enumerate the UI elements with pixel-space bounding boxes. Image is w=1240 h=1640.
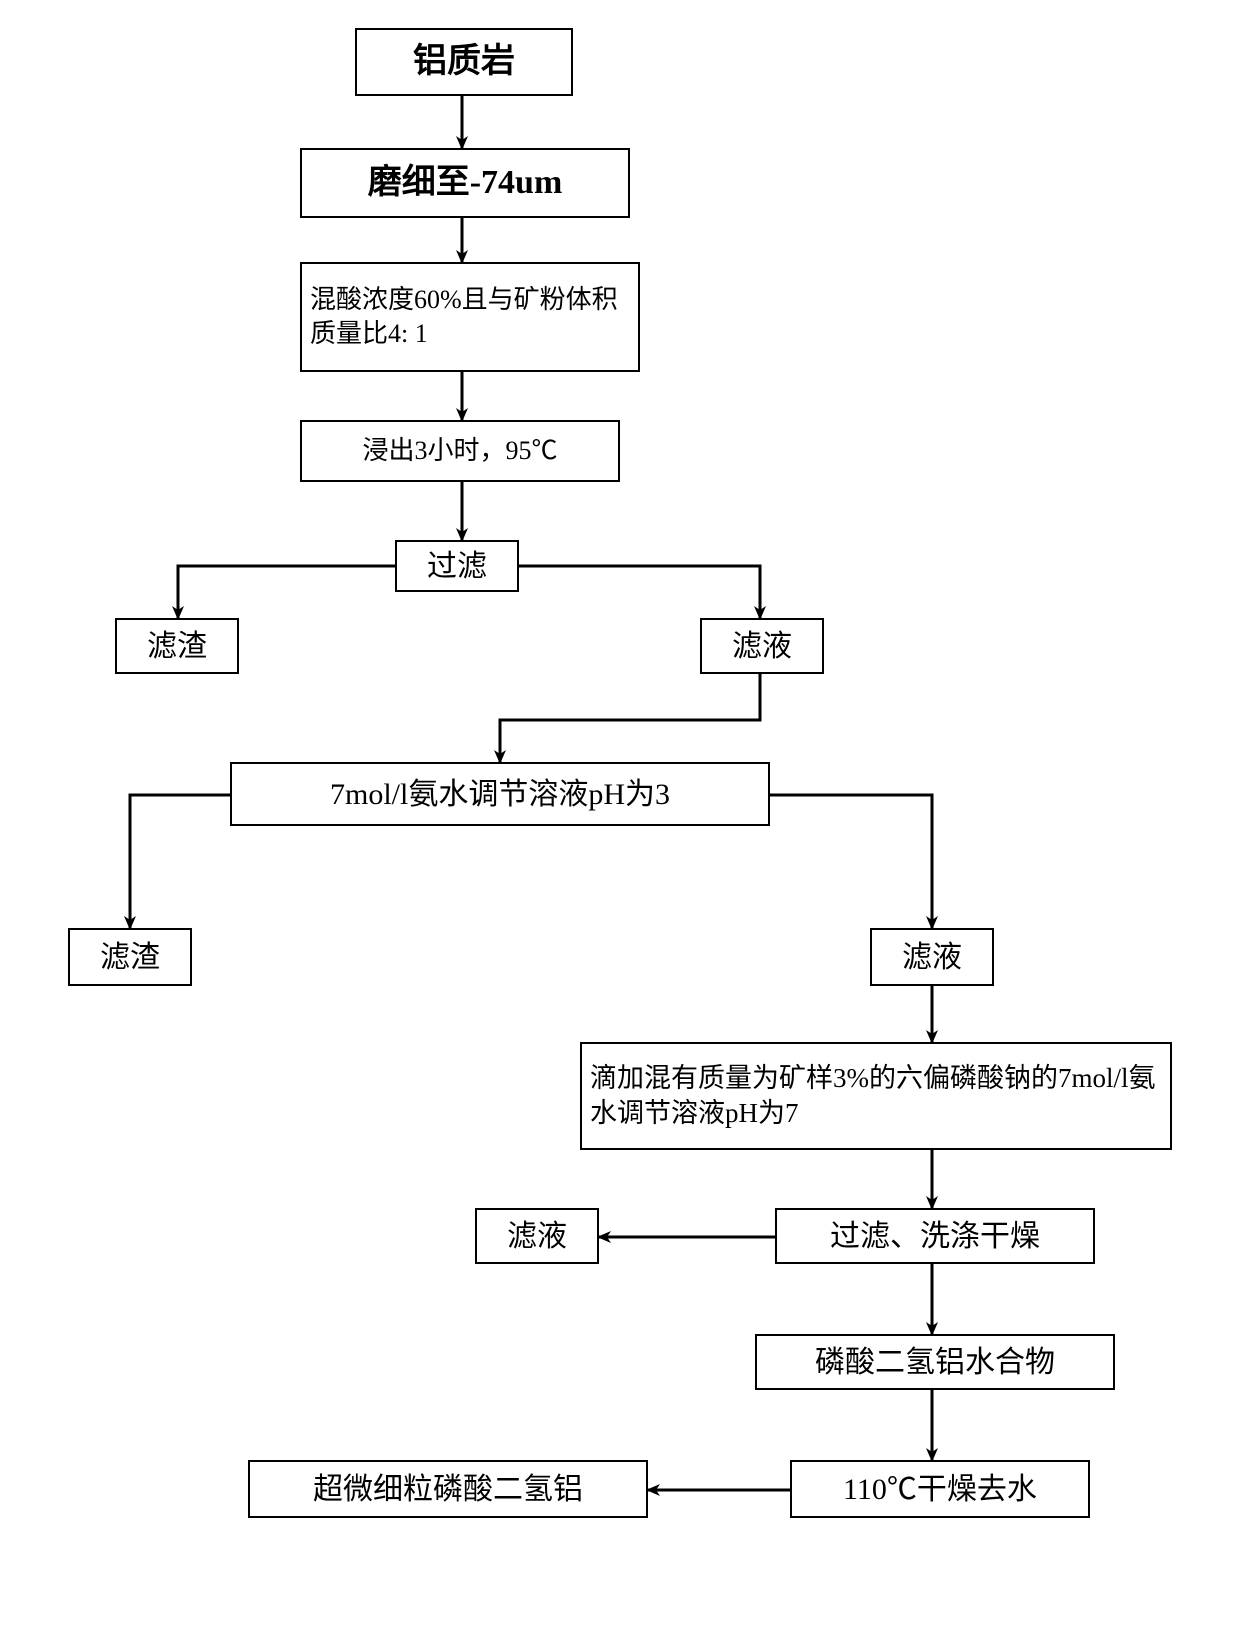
flowchart-node-n10: 滤液	[870, 928, 994, 986]
arrow-5	[519, 566, 760, 618]
arrow-7	[130, 795, 230, 928]
flowchart-node-n8: 7mol/l氨水调节溶液pH为3	[230, 762, 770, 826]
flowchart-node-n6: 滤渣	[115, 618, 239, 674]
arrow-8	[770, 795, 932, 928]
flowchart-node-n3: 混酸浓度60%且与矿粉体积质量比4: 1	[300, 262, 640, 372]
arrow-4	[178, 566, 395, 618]
flowchart-node-n2: 磨细至-74um	[300, 148, 630, 218]
flowchart-node-n12: 滤液	[475, 1208, 599, 1264]
flowchart-node-n5: 过滤	[395, 540, 519, 592]
flowchart-node-n4: 浸出3小时，95℃	[300, 420, 620, 482]
flowchart-node-n13: 过滤、洗涤干燥	[775, 1208, 1095, 1264]
flowchart-node-n7: 滤液	[700, 618, 824, 674]
flowchart-node-n1: 铝质岩	[355, 28, 573, 96]
flowchart-node-n16: 110℃干燥去水	[790, 1460, 1090, 1518]
flowchart-node-n14: 磷酸二氢铝水合物	[755, 1334, 1115, 1390]
flowchart-node-n9: 滤渣	[68, 928, 192, 986]
flowchart-node-n15: 超微细粒磷酸二氢铝	[248, 1460, 648, 1518]
flowchart-node-n11: 滴加混有质量为矿样3%的六偏磷酸钠的7mol/l氨水调节溶液pH为7	[580, 1042, 1172, 1150]
arrow-6	[500, 674, 760, 762]
